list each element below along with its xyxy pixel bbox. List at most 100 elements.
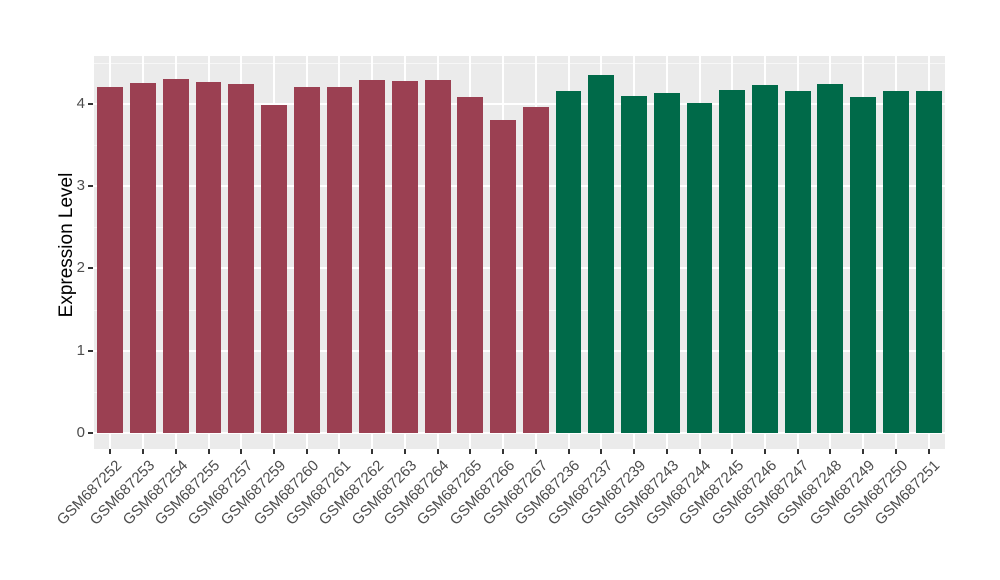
x-tick-mark (763, 449, 766, 454)
x-tick-label-wrap: GSM687251 (732, 457, 944, 529)
x-tick-mark (207, 449, 210, 454)
y-tick-mark (88, 432, 93, 434)
category-slot (585, 56, 618, 449)
bar (555, 91, 582, 433)
bar (228, 84, 255, 433)
category-slot (847, 56, 880, 449)
bar (621, 96, 647, 433)
x-tick-mark (927, 449, 930, 454)
category-slot (225, 56, 258, 449)
bar (686, 102, 713, 433)
y-tick-mark (88, 267, 93, 270)
y-tick-label: 2 (76, 259, 85, 277)
x-tick-mark (796, 449, 799, 454)
x-tick-mark (698, 449, 701, 454)
gridline-minor-horizontal (94, 309, 945, 311)
gridline-major-horizontal (94, 185, 945, 188)
category-slot (650, 56, 683, 449)
bar (130, 83, 156, 433)
category-slot (618, 56, 651, 449)
x-tick-mark (403, 449, 406, 454)
category-slot (94, 56, 127, 449)
bar (653, 93, 680, 433)
gridline-major-horizontal (94, 267, 945, 270)
x-tick-mark (534, 449, 537, 454)
x-tick-mark (371, 449, 374, 454)
gridline-minor-horizontal (94, 144, 945, 146)
bar (261, 104, 287, 433)
x-tick-mark (567, 449, 570, 454)
category-slot (290, 56, 323, 449)
category-slot (716, 56, 749, 449)
category-slot (552, 56, 585, 449)
x-tick-mark (862, 449, 865, 454)
category-slot (781, 56, 814, 449)
category-slot (683, 56, 716, 449)
bar (391, 80, 418, 433)
x-tick-mark (338, 449, 341, 454)
gridline-minor-horizontal (94, 227, 945, 229)
bar (522, 107, 549, 433)
gridline-minor-horizontal (94, 391, 945, 393)
bar (326, 86, 353, 433)
x-tick-mark (829, 449, 832, 454)
category-slot (814, 56, 847, 449)
bar (850, 97, 877, 433)
y-tick-mark (88, 185, 93, 188)
bar (457, 97, 484, 433)
bar (752, 84, 778, 433)
x-tick-mark (305, 449, 308, 454)
bar (293, 86, 320, 433)
x-tick-mark (240, 449, 243, 454)
bar (359, 79, 386, 433)
x-tick-mark (273, 449, 276, 454)
category-slot (749, 56, 782, 449)
bar (784, 90, 811, 433)
x-tick-mark (633, 449, 636, 454)
bar (162, 79, 189, 433)
bar (97, 87, 124, 433)
bar (719, 89, 746, 433)
plot-panel (94, 56, 945, 449)
bar (490, 120, 517, 433)
gridline-major-horizontal (94, 349, 945, 352)
category-slot (520, 56, 553, 449)
y-tick-label: 1 (76, 341, 85, 359)
gridline-minor-horizontal (94, 62, 945, 64)
bar (195, 82, 222, 433)
x-tick-mark (469, 449, 472, 454)
category-slot (389, 56, 422, 449)
category-slot (258, 56, 291, 449)
bar (424, 79, 451, 433)
category-slot (912, 56, 945, 449)
bar (588, 75, 615, 433)
x-tick-mark (600, 449, 603, 454)
y-tick-label: 0 (76, 424, 85, 441)
category-slot (323, 56, 356, 449)
category-slot (880, 56, 913, 449)
category-slot (487, 56, 520, 449)
x-tick-mark (436, 449, 439, 454)
category-slot (159, 56, 192, 449)
x-tick-mark (109, 449, 112, 454)
x-tick-mark (731, 449, 734, 454)
x-tick-mark (502, 449, 505, 454)
y-tick-mark (88, 349, 93, 352)
bar (915, 90, 942, 433)
y-tick-mark (88, 102, 93, 105)
bar (817, 84, 844, 433)
x-tick-mark (174, 449, 177, 454)
category-slot (421, 56, 454, 449)
gridline-major-horizontal (94, 432, 945, 434)
y-tick-label: 4 (76, 94, 85, 112)
x-tick-mark (665, 449, 668, 454)
category-slot (454, 56, 487, 449)
y-tick-label: 3 (76, 177, 85, 195)
category-slot (127, 56, 160, 449)
x-tick-mark (894, 449, 897, 454)
x-tick-mark (142, 449, 145, 454)
gridline-major-horizontal (94, 102, 945, 105)
category-slot (192, 56, 225, 449)
category-slot (356, 56, 389, 449)
